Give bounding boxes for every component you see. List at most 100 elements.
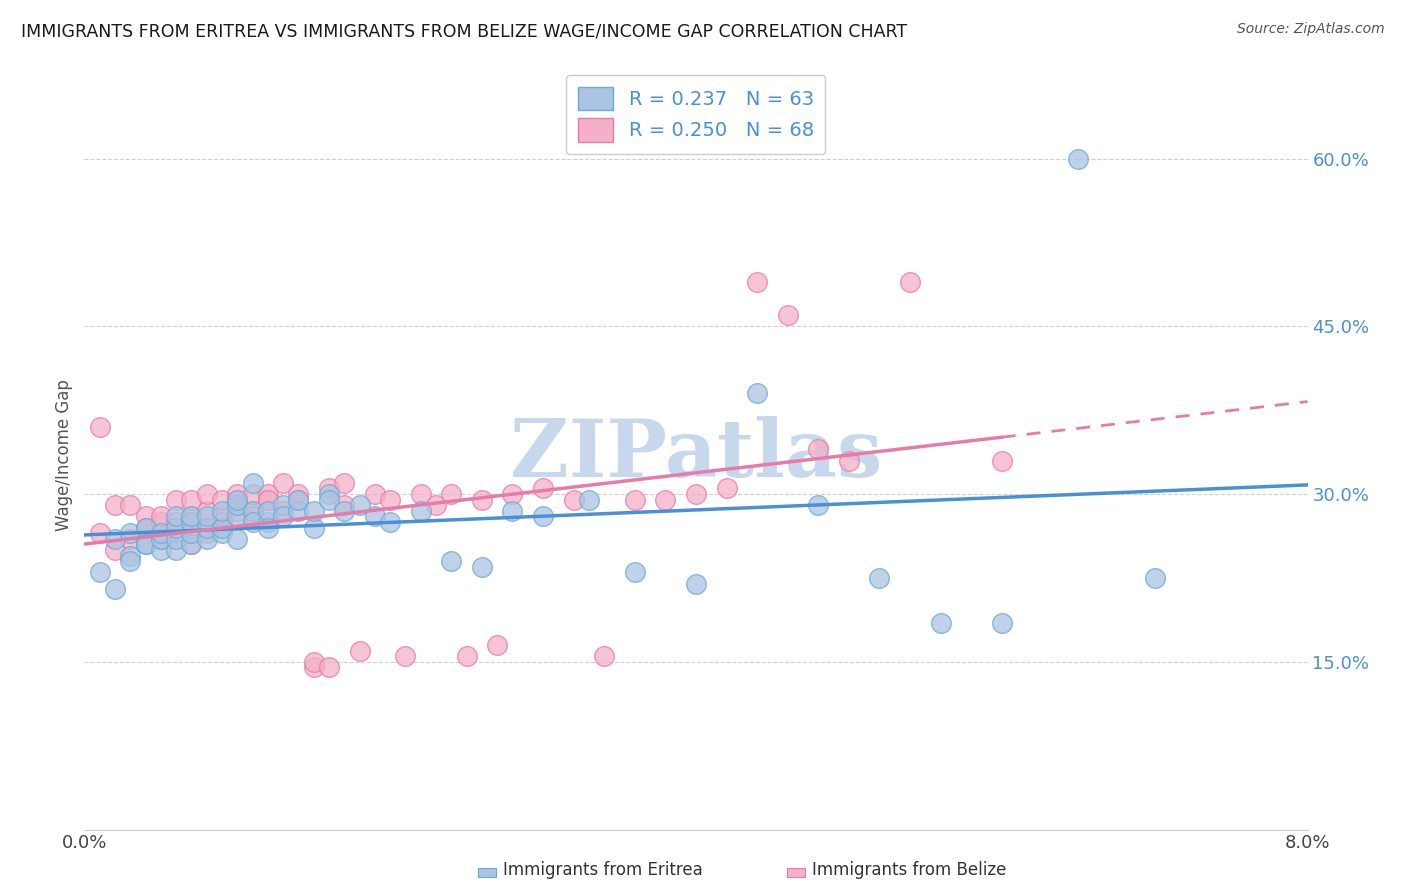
Point — [471, 492, 494, 507]
Point — [318, 492, 340, 507]
Point — [318, 487, 340, 501]
Point — [242, 504, 264, 518]
Point — [302, 504, 325, 518]
Point — [838, 453, 860, 467]
Point — [242, 504, 264, 518]
Point — [195, 487, 218, 501]
Point — [226, 509, 249, 524]
Point — [776, 308, 799, 322]
Point — [869, 571, 891, 585]
Point — [807, 498, 830, 512]
Text: Source: ZipAtlas.com: Source: ZipAtlas.com — [1237, 22, 1385, 37]
Text: Immigrants from Belize: Immigrants from Belize — [813, 861, 1007, 879]
Point — [242, 475, 264, 490]
Point — [149, 509, 172, 524]
Point — [135, 537, 157, 551]
Point — [180, 492, 202, 507]
Point — [747, 386, 769, 401]
Point — [747, 275, 769, 289]
Point — [898, 275, 921, 289]
Point — [929, 615, 952, 630]
Point — [165, 532, 187, 546]
Point — [409, 487, 432, 501]
Point — [180, 509, 202, 524]
Point — [257, 520, 280, 534]
Point — [349, 498, 371, 512]
Point — [135, 520, 157, 534]
Point — [318, 482, 340, 496]
Point — [624, 492, 647, 507]
Point — [333, 498, 356, 512]
Point — [104, 543, 127, 558]
Point — [242, 515, 264, 529]
Point — [180, 526, 202, 541]
Point — [257, 515, 280, 529]
Point — [180, 509, 202, 524]
Point — [211, 520, 233, 534]
Point — [257, 492, 280, 507]
Point — [531, 482, 554, 496]
Point — [287, 492, 309, 507]
Point — [1067, 152, 1090, 166]
Point — [211, 526, 233, 541]
Text: ZIPatlas: ZIPatlas — [510, 416, 882, 494]
Point — [195, 526, 218, 541]
Point — [165, 492, 187, 507]
Point — [135, 537, 157, 551]
Point — [531, 509, 554, 524]
Point — [149, 526, 172, 541]
Point — [364, 509, 387, 524]
Point — [716, 482, 738, 496]
Point — [287, 504, 309, 518]
Point — [257, 492, 280, 507]
Point — [271, 504, 294, 518]
Point — [257, 487, 280, 501]
Point — [135, 509, 157, 524]
Point — [89, 566, 111, 580]
Point — [302, 660, 325, 674]
Point — [211, 504, 233, 518]
Point — [120, 532, 142, 546]
Point — [226, 498, 249, 512]
Text: Immigrants from Eritrea: Immigrants from Eritrea — [503, 861, 703, 879]
Point — [685, 576, 707, 591]
Point — [120, 549, 142, 563]
Point — [149, 543, 172, 558]
Point — [302, 520, 325, 534]
Point — [104, 498, 127, 512]
Point — [211, 509, 233, 524]
Point — [807, 442, 830, 457]
Point — [991, 615, 1014, 630]
Point — [318, 660, 340, 674]
Point — [180, 515, 202, 529]
Point — [149, 532, 172, 546]
Point — [165, 515, 187, 529]
Point — [149, 532, 172, 546]
Point — [226, 504, 249, 518]
Point — [333, 475, 356, 490]
Point — [578, 492, 600, 507]
Legend: R = 0.237   N = 63, R = 0.250   N = 68: R = 0.237 N = 63, R = 0.250 N = 68 — [567, 75, 825, 153]
Point — [991, 453, 1014, 467]
Point — [195, 520, 218, 534]
Point — [349, 643, 371, 657]
Point — [226, 487, 249, 501]
Text: IMMIGRANTS FROM ERITREA VS IMMIGRANTS FROM BELIZE WAGE/INCOME GAP CORRELATION CH: IMMIGRANTS FROM ERITREA VS IMMIGRANTS FR… — [21, 22, 907, 40]
Point — [502, 504, 524, 518]
Point — [89, 420, 111, 434]
Point — [562, 492, 585, 507]
Point — [226, 532, 249, 546]
Point — [471, 559, 494, 574]
Point — [302, 655, 325, 669]
Point — [180, 537, 202, 551]
Point — [440, 487, 463, 501]
Point — [593, 649, 616, 664]
Point — [456, 649, 478, 664]
Point — [120, 526, 142, 541]
Point — [226, 492, 249, 507]
Point — [364, 487, 387, 501]
Point — [394, 649, 416, 664]
Point — [440, 554, 463, 568]
Point — [135, 520, 157, 534]
Point — [287, 487, 309, 501]
